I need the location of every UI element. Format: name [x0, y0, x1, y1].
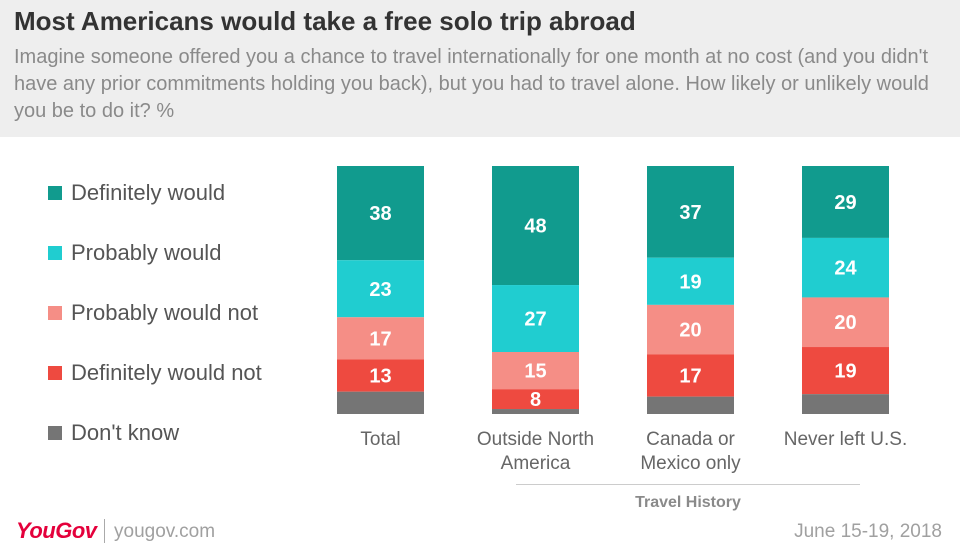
legend-label: Probably would not	[71, 300, 259, 325]
data-label: 17	[679, 366, 701, 388]
bar-segment	[802, 297, 889, 348]
bar-segment	[337, 317, 424, 360]
category-label-line: Mexico only	[640, 453, 741, 474]
bar-segment	[647, 257, 734, 305]
category-label: Outside North America	[451, 428, 621, 476]
data-label: 15	[524, 361, 546, 383]
data-label: 13	[369, 366, 391, 388]
category-label: Canada or Mexico only	[606, 428, 776, 476]
legend-item: Probably would not	[48, 298, 262, 358]
legend-swatch	[48, 306, 62, 320]
category-label-line: America	[500, 453, 571, 474]
group-divider	[516, 484, 860, 485]
data-label: 8	[530, 389, 541, 411]
legend-swatch	[48, 426, 62, 440]
category-label-line: Outside North	[476, 429, 595, 450]
bar-segment	[802, 394, 889, 414]
data-label: 37	[679, 202, 701, 224]
legend-label: Don't know	[71, 420, 180, 445]
data-label: 24	[834, 258, 857, 280]
bar-segment	[337, 359, 424, 392]
data-label: 19	[679, 271, 701, 293]
bar-segment	[647, 354, 734, 397]
data-label: 29	[834, 192, 856, 214]
data-label: 17	[369, 328, 391, 350]
yougov-logo: YouGov	[16, 518, 97, 543]
legend-swatch	[48, 246, 62, 260]
legend-label: Definitely would not	[71, 360, 262, 385]
legend-item: Probably would	[48, 238, 262, 298]
footer-separator	[104, 519, 105, 543]
bar-segment	[337, 391, 424, 414]
data-label: 23	[369, 279, 391, 301]
legend-swatch	[48, 186, 62, 200]
legend-label: Definitely would	[71, 180, 226, 205]
legend-item: Definitely would not	[48, 358, 262, 418]
data-label: 20	[834, 312, 856, 334]
bar-segment	[337, 166, 424, 261]
bar-segment	[492, 352, 579, 390]
bar-segment	[802, 166, 889, 238]
category-label-line: Total	[360, 429, 401, 450]
bar-segment	[492, 166, 579, 286]
footer-site: yougov.com	[114, 521, 216, 542]
category-label-line: Canada or	[646, 429, 735, 450]
chart-subtitle: Imagine someone offered you a chance to …	[14, 46, 929, 122]
bar-segment	[492, 409, 579, 414]
bar-segment	[802, 347, 889, 395]
bar-segment	[337, 260, 424, 318]
data-label: 38	[369, 203, 391, 225]
header: Most Americans would take a free solo tr…	[0, 0, 960, 137]
legend-item: Don't know	[48, 418, 262, 478]
data-label: 27	[524, 309, 546, 331]
chart-title: Most Americans would take a free solo tr…	[14, 6, 636, 36]
data-label: 48	[524, 216, 546, 238]
legend-item: Definitely would	[48, 178, 262, 238]
legend: Definitely would Probably would Probably w…	[48, 178, 262, 478]
bar-segment	[492, 285, 579, 352]
category-label: Total	[296, 428, 466, 452]
data-label: 20	[679, 320, 701, 342]
bar-segment	[647, 396, 734, 414]
bar-segment	[802, 237, 889, 298]
category-label: Never left U.S.	[761, 428, 931, 452]
footer-date: June 15-19, 2018	[794, 521, 942, 542]
data-label: 19	[834, 361, 856, 383]
bar-segment	[647, 166, 734, 258]
bar-segment	[492, 389, 579, 410]
bar-segment	[647, 304, 734, 355]
legend-swatch	[48, 366, 62, 380]
category-label-line: Never left U.S.	[783, 429, 908, 450]
legend-label: Probably would	[71, 240, 222, 265]
group-label: Travel History	[635, 494, 741, 511]
